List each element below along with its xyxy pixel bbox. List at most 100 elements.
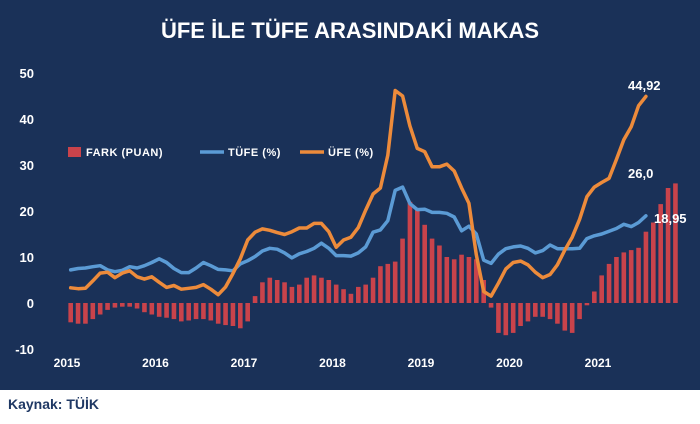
fark-bar xyxy=(474,259,479,303)
fark-end-label: 26,0 xyxy=(628,166,653,181)
fark-bar xyxy=(444,257,450,303)
fark-bar xyxy=(112,303,118,308)
fark-bar xyxy=(562,303,568,331)
fark-bar xyxy=(208,303,214,321)
fark-bar xyxy=(599,275,604,303)
y-tick-label: 20 xyxy=(20,204,34,219)
legend-fark-label: FARK (PUAN) xyxy=(86,147,163,159)
fark-bar xyxy=(311,275,317,303)
source-label: Kaynak: TÜİK xyxy=(8,396,100,412)
fark-bar xyxy=(540,303,545,317)
fark-bar xyxy=(621,252,627,303)
fark-bar xyxy=(651,222,656,303)
fark-bar xyxy=(407,201,413,303)
fark-bar xyxy=(459,254,464,303)
tufe-end-label: 18,95 xyxy=(654,211,687,226)
fark-bar xyxy=(260,282,265,303)
fark-bar xyxy=(547,303,553,320)
chart-title: ÜFE İLE TÜFE ARASINDAKİ MAKAS xyxy=(160,18,540,43)
chart-panel: ÜFE İLE TÜFE ARASINDAKİ MAKAS 50 40 30 20 10… xyxy=(0,0,700,390)
y-tick-label: 30 xyxy=(20,158,34,173)
fark-bar xyxy=(503,303,509,336)
chart-svg: 50 40 30 20 10 0 -10 2015 2016 2017 2018 2019 2020 20… xyxy=(15,66,687,370)
tufe-line xyxy=(68,185,648,275)
fark-bar xyxy=(415,208,420,303)
fark-bar xyxy=(673,183,678,303)
y-tick-label: 0 xyxy=(27,296,34,311)
y-tick-label: 40 xyxy=(20,112,34,127)
fark-bar xyxy=(510,303,516,333)
fark-bar xyxy=(297,284,302,303)
fark-bar xyxy=(289,286,295,303)
fark-bar xyxy=(282,282,287,303)
fark-bar xyxy=(223,303,228,326)
fark-bar xyxy=(488,303,494,308)
fark-bar xyxy=(370,277,376,303)
fark-bar xyxy=(90,303,96,320)
fark-bar xyxy=(215,303,221,324)
fark-bar xyxy=(120,303,125,307)
x-tick-label: 2015 xyxy=(54,356,81,370)
fark-bar xyxy=(68,303,73,323)
fark-bar xyxy=(142,303,147,313)
fark-bar xyxy=(614,257,619,303)
fark-bar xyxy=(363,284,368,303)
fark-bar xyxy=(555,303,560,324)
fark-bar xyxy=(97,303,103,315)
fark-bar xyxy=(437,245,442,303)
fark-bar xyxy=(179,303,184,322)
fark-bar xyxy=(569,303,575,333)
fark-bar xyxy=(643,231,649,303)
fark-bar xyxy=(201,303,206,320)
x-tick-label: 2021 xyxy=(585,356,612,370)
fark-bar xyxy=(518,303,523,326)
fark-bar xyxy=(400,238,405,303)
y-tick-label: 50 xyxy=(20,66,34,81)
fark-bar xyxy=(193,303,199,320)
fark-bar xyxy=(422,224,427,303)
fark-bar xyxy=(267,277,273,303)
legend-fark-swatch xyxy=(68,147,81,157)
fark-bar xyxy=(378,266,383,303)
fark-bar xyxy=(164,303,169,318)
fark-bar xyxy=(326,280,332,303)
fark-bar xyxy=(392,261,398,303)
ufe-line xyxy=(68,88,648,298)
fark-bar xyxy=(186,303,191,321)
fark-bar xyxy=(496,303,501,333)
fark-bar xyxy=(533,303,538,317)
fark-bar xyxy=(658,204,663,303)
fark-bar xyxy=(274,280,280,303)
fark-bar xyxy=(333,284,339,303)
fark-bar xyxy=(466,257,472,303)
fark-bar xyxy=(636,247,641,303)
fark-bar xyxy=(230,303,236,326)
fark-bar xyxy=(628,250,634,303)
fark-bar xyxy=(451,259,457,303)
fark-bar xyxy=(83,303,88,324)
fark-bar xyxy=(348,293,354,303)
legend-tufe-label: TÜFE (%) xyxy=(228,146,281,159)
fark-bar xyxy=(606,263,612,303)
fark-bar xyxy=(252,296,258,303)
fark-bar xyxy=(245,303,250,322)
fark-bar xyxy=(238,303,243,329)
fark-bar xyxy=(105,303,110,310)
x-tick-label: 2016 xyxy=(142,356,169,370)
y-tick-label: 10 xyxy=(20,250,34,265)
fark-bar xyxy=(577,303,582,320)
fark-bar xyxy=(592,291,597,303)
fark-bar xyxy=(665,188,671,303)
fark-bar xyxy=(134,303,140,309)
fark-bar xyxy=(341,289,346,303)
fark-bar xyxy=(149,303,155,315)
fark-bar xyxy=(156,303,162,317)
fark-bar xyxy=(171,303,177,320)
fark-bar xyxy=(356,286,361,303)
fark-bar xyxy=(75,303,81,324)
fark-bar xyxy=(319,277,324,303)
x-tick-label: 2017 xyxy=(231,356,258,370)
y-tick-label: -10 xyxy=(15,342,34,357)
fark-bar xyxy=(385,263,391,303)
x-tick-label: 2018 xyxy=(319,356,346,370)
